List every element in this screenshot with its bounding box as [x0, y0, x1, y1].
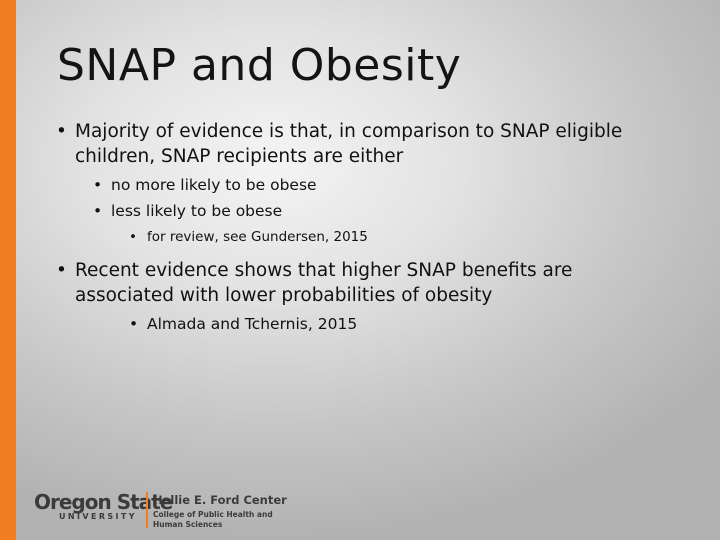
bullet-marker: • [56, 260, 67, 281]
university-name: Oregon State [34, 490, 173, 514]
center-subtitle: College of Public Health and Human Scien… [153, 510, 273, 529]
sub-bullet-item-2: • less likely to be obese [93, 198, 593, 224]
accent-bar [0, 0, 16, 540]
logo-divider [146, 492, 148, 528]
bullet-marker: • [93, 202, 103, 220]
bullet-text: Recent evidence shows that higher SNAP b… [75, 260, 573, 306]
university-subtitle: UNIVERSITY [59, 512, 137, 521]
bullet-item-1: • Majority of evidence is that, in compa… [56, 119, 666, 169]
bullet-marker: • [56, 121, 67, 142]
bullet-text: no more likely to be obese [111, 176, 317, 194]
sub-bullet-item-3: • Almada and Tchernis, 2015 [129, 311, 529, 337]
bullet-marker: • [129, 315, 139, 333]
bullet-text: Majority of evidence is that, in compari… [75, 121, 623, 167]
bullet-marker: • [129, 229, 137, 245]
bullet-text: Almada and Tchernis, 2015 [147, 315, 358, 333]
bullet-text: less likely to be obese [111, 202, 283, 220]
bullet-text: for review, see Gundersen, 2015 [147, 229, 368, 245]
slide-title: SNAP and Obesity [57, 40, 462, 91]
sub-bullet-item-1: • no more likely to be obese [93, 172, 593, 198]
sub-sub-bullet-item-1: • for review, see Gundersen, 2015 [129, 227, 529, 247]
center-name: Hallie E. Ford Center [153, 493, 287, 507]
bullet-item-2: • Recent evidence shows that higher SNAP… [56, 258, 666, 308]
bullet-marker: • [93, 176, 103, 194]
